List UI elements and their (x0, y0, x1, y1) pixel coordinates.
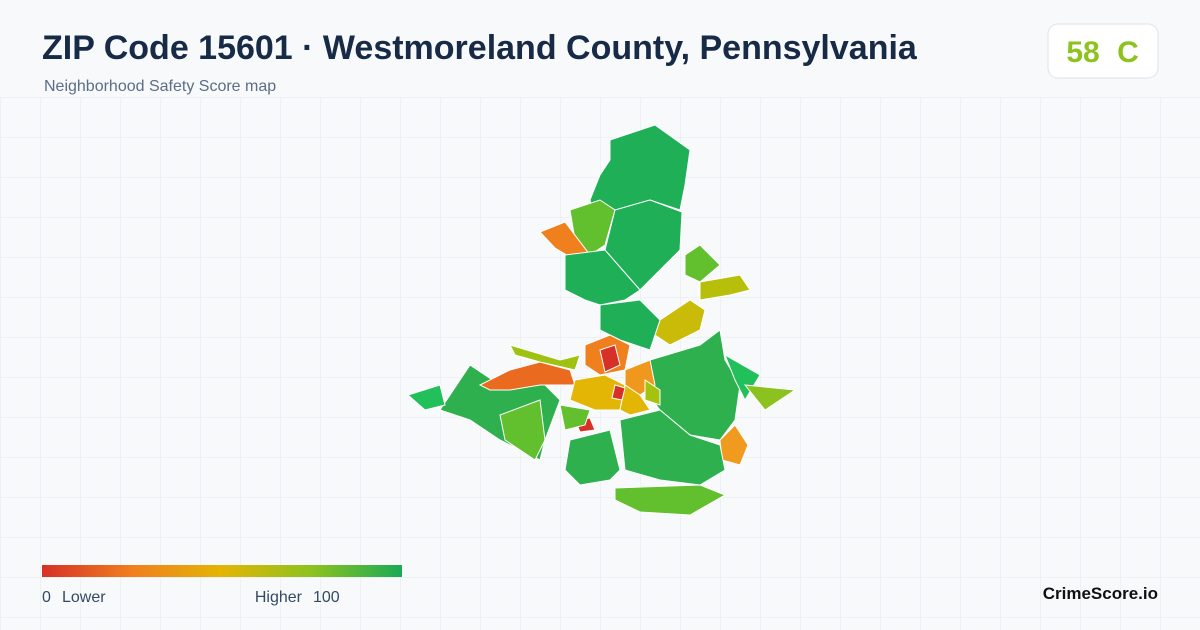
region (509, 344, 581, 371)
region (684, 244, 721, 283)
region (611, 384, 626, 401)
score-box (1047, 23, 1159, 79)
legend-bar (42, 565, 402, 577)
region (619, 384, 651, 416)
score-grade: C (1117, 36, 1139, 69)
map (407, 124, 797, 516)
region (499, 399, 546, 461)
region (407, 384, 446, 411)
region (619, 409, 726, 486)
legend-max-label: Higher (255, 589, 303, 606)
region (699, 274, 751, 301)
region (743, 384, 797, 411)
score-value: 58 (1066, 36, 1099, 69)
region (644, 379, 661, 406)
subtitle: Neighborhood Safety Score map (44, 78, 276, 95)
region (614, 484, 727, 516)
legend-min: 0 (42, 589, 51, 606)
brand: CrimeScore.io (1043, 584, 1158, 603)
legend-min-label: Lower (62, 589, 106, 606)
region (599, 344, 621, 373)
region (559, 404, 591, 431)
legend-max: 100 (313, 589, 340, 606)
region (564, 249, 641, 306)
region (564, 429, 621, 486)
title: ZIP Code 15601 · Westmoreland County, Pe… (42, 29, 918, 67)
